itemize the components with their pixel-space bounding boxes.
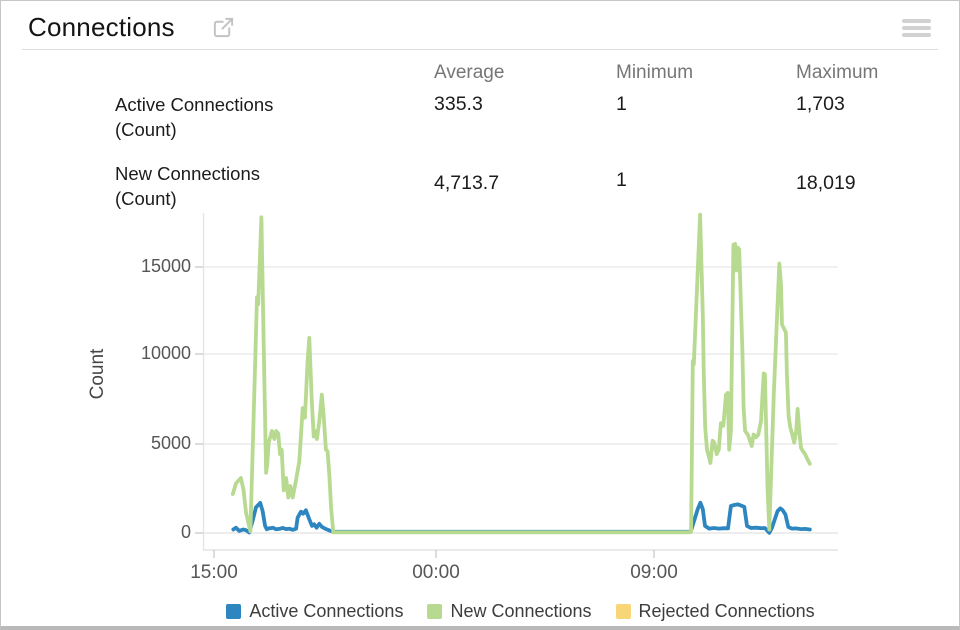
x-tick-1500: 15:00 bbox=[190, 562, 238, 583]
legend-label: New Connections bbox=[450, 601, 592, 621]
stats-col-average: Average bbox=[434, 62, 505, 83]
stats-value-minimum: 1 bbox=[616, 93, 627, 115]
active-connections-swatch-icon bbox=[226, 604, 242, 619]
new-connections-swatch-icon bbox=[427, 604, 443, 619]
chart-gridlines bbox=[202, 213, 838, 551]
legend-label: Rejected Connections bbox=[638, 601, 815, 621]
axis-ticks bbox=[195, 266, 655, 558]
stats-row-label: New Connections (Count) bbox=[115, 163, 260, 209]
chart-legend: Active Connections New Connections Rejec… bbox=[203, 601, 838, 622]
series-active-connections bbox=[231, 500, 812, 535]
legend-item-active-connections[interactable]: Active Connections bbox=[226, 601, 403, 622]
y-tick-0: 0 bbox=[180, 522, 191, 542]
stats-col-maximum: Maximum bbox=[796, 62, 879, 83]
stats-row-label: Active Connections (Count) bbox=[115, 94, 274, 140]
stats-value-maximum: 18,019 bbox=[796, 172, 856, 194]
x-tick-0000: 00:00 bbox=[412, 562, 460, 583]
x-tick-0900: 09:00 bbox=[630, 562, 678, 583]
hamburger-menu-icon[interactable] bbox=[902, 19, 931, 40]
y-tick-15000: 15000 bbox=[140, 256, 191, 276]
y-tick-10000: 10000 bbox=[140, 343, 191, 363]
y-axis-title: Count bbox=[87, 348, 108, 400]
rejected-connections-swatch-icon bbox=[615, 604, 631, 619]
chart-series-layer bbox=[230, 212, 812, 535]
stats-value-average: 4,713.7 bbox=[434, 172, 500, 194]
y-tick-5000: 5000 bbox=[150, 433, 191, 453]
panel-title: Connections bbox=[28, 12, 175, 42]
series-new-connections bbox=[230, 212, 812, 535]
stats-value-maximum: 1,703 bbox=[796, 93, 845, 115]
legend-item-new-connections[interactable]: New Connections bbox=[427, 601, 592, 622]
stats-value-average: 335.3 bbox=[434, 93, 483, 115]
header-divider bbox=[22, 49, 938, 50]
legend-label: Active Connections bbox=[249, 601, 404, 621]
stats-value-minimum: 1 bbox=[616, 169, 627, 191]
legend-item-rejected-connections[interactable]: Rejected Connections bbox=[615, 601, 815, 622]
stats-col-minimum: Minimum bbox=[616, 62, 694, 83]
external-link-icon[interactable] bbox=[212, 16, 235, 39]
